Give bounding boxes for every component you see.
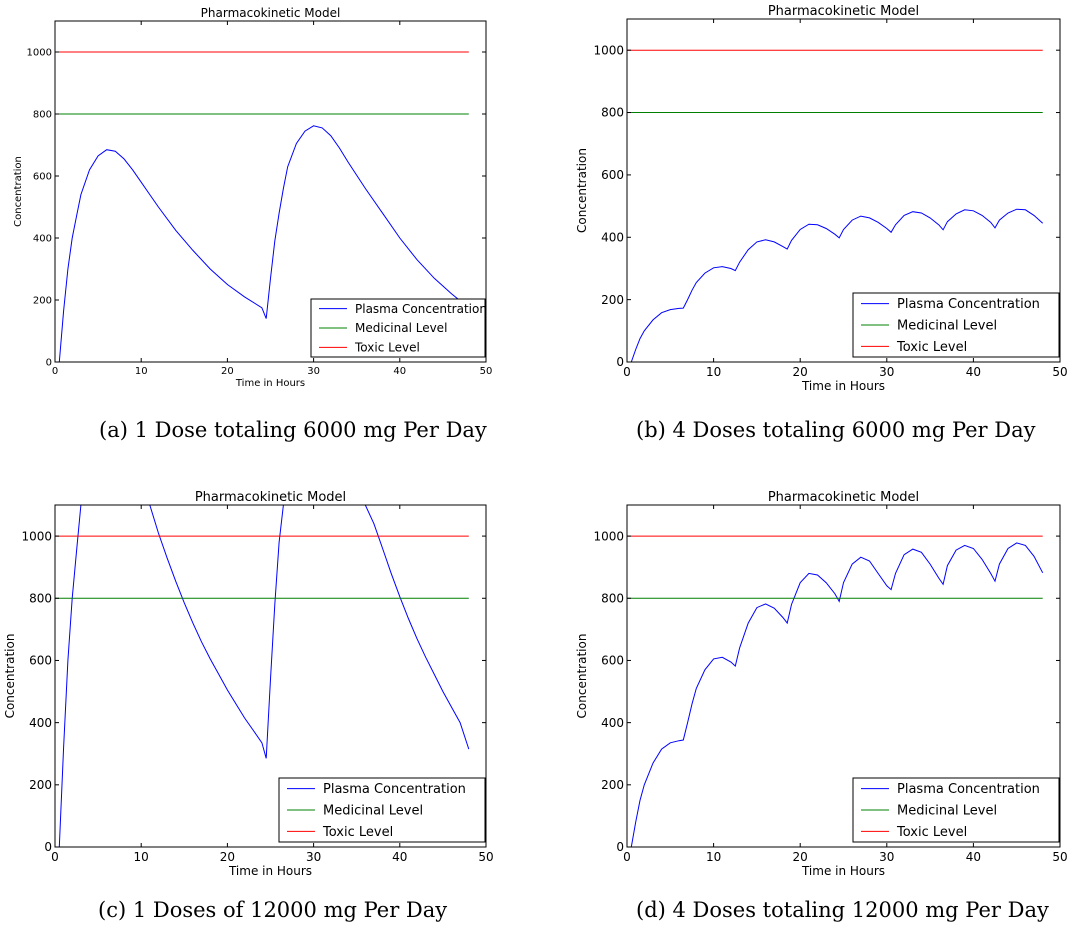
y-tick-label: 400 — [601, 716, 624, 730]
x-axis-label: Time in Hours — [228, 864, 312, 878]
x-tick-label: 50 — [1052, 365, 1067, 379]
x-tick-label: 30 — [879, 850, 894, 864]
y-tick-label: 600 — [29, 654, 52, 668]
series-line-plasma-concentration — [627, 208, 1044, 362]
plot-frame — [54, 20, 487, 363]
legend-entry: Plasma Concentration — [897, 297, 1040, 312]
x-tick-label: 50 — [1052, 850, 1067, 864]
legend-entry: Medicinal Level — [897, 319, 997, 334]
legend-entry: Toxic Level — [322, 825, 393, 840]
x-tick-label: 0 — [52, 366, 58, 377]
chart-title: Pharmacokinetic Model — [195, 490, 346, 505]
x-tick-label: 20 — [220, 850, 235, 864]
y-tick-label: 200 — [601, 778, 624, 792]
x-tick-label: 30 — [306, 850, 321, 864]
chart-title: Pharmacokinetic Model — [768, 4, 919, 19]
y-tick-label: 800 — [33, 110, 52, 121]
caption-a: (a) 1 Dose totaling 6000 mg Per Day — [99, 418, 487, 442]
y-tick-label: 0 — [46, 358, 52, 369]
caption-d: (d) 4 Doses totaling 12000 mg Per Day — [636, 898, 1049, 922]
plot-frame — [626, 18, 1061, 363]
y-tick-label: 400 — [33, 234, 52, 245]
x-tick-label: 10 — [706, 365, 721, 379]
series-line-plasma-concentration — [627, 542, 1044, 847]
y-tick-label: 0 — [616, 840, 624, 854]
x-tick-label: 0 — [623, 850, 631, 864]
x-tick-label: 0 — [623, 365, 631, 379]
y-tick-label: 600 — [601, 168, 624, 182]
legend: Plasma Concentration Medicinal Level Toxic… — [310, 298, 487, 358]
legend-entry: Plasma Concentration — [323, 782, 466, 797]
plot-frame — [54, 504, 487, 848]
caption-c: (c) 1 Doses of 12000 mg Per Day — [98, 898, 448, 922]
y-axis-label: Concentration — [575, 148, 589, 233]
legend-entry: Medicinal Level — [897, 804, 997, 819]
y-tick-label: 200 — [601, 293, 624, 307]
x-tick-label: 10 — [135, 366, 148, 377]
y-tick-label: 1000 — [593, 43, 624, 57]
x-axis-label: Time in Hours — [235, 378, 305, 389]
x-tick-label: 10 — [134, 850, 149, 864]
y-tick-label: 0 — [44, 840, 52, 854]
legend: Plasma Concentration Medicinal Level Toxic… — [278, 777, 486, 843]
x-tick-label: 40 — [392, 850, 407, 864]
legend: Plasma Concentration Medicinal Level Toxic… — [852, 292, 1060, 358]
legend-entry: Plasma Concentration — [355, 302, 487, 316]
series-group — [55, 51, 470, 362]
x-tick-label: 20 — [793, 365, 808, 379]
legend-entry: Medicinal Level — [355, 321, 447, 335]
series-group — [627, 535, 1044, 847]
x-tick-label: 40 — [966, 365, 981, 379]
x-tick-label: 50 — [478, 850, 493, 864]
series-line-plasma-concentration — [55, 505, 470, 847]
y-tick-label: 0 — [616, 355, 624, 369]
y-axis-label: Concentration — [13, 156, 24, 227]
x-axis-label: Time in Hours — [801, 379, 885, 393]
series-line-plasma-concentration — [55, 125, 470, 362]
chart-title: Pharmacokinetic Model — [768, 490, 919, 505]
caption-b: (b) 4 Doses totaling 6000 mg Per Day — [636, 418, 1036, 442]
series-group — [627, 49, 1044, 362]
x-tick-label: 20 — [793, 850, 808, 864]
y-tick-label: 1000 — [21, 529, 52, 543]
y-tick-label: 200 — [33, 296, 52, 307]
y-tick-label: 400 — [601, 230, 624, 244]
y-tick-label: 800 — [601, 591, 624, 605]
legend-entry: Toxic Level — [896, 825, 967, 840]
y-tick-label: 800 — [601, 106, 624, 120]
legend-entry: Medicinal Level — [323, 804, 423, 819]
x-tick-label: 40 — [393, 366, 406, 377]
y-axis-label: Concentration — [3, 634, 17, 719]
legend-entry: Plasma Concentration — [897, 782, 1040, 797]
y-axis-label: Concentration — [575, 634, 589, 719]
x-tick-label: 10 — [706, 850, 721, 864]
y-tick-label: 800 — [29, 591, 52, 605]
x-tick-label: 30 — [307, 366, 320, 377]
plot-frame — [626, 504, 1061, 848]
legend-entry: Toxic Level — [354, 341, 420, 355]
series-group — [55, 505, 470, 847]
x-tick-label: 20 — [221, 366, 234, 377]
x-tick-label: 0 — [51, 850, 59, 864]
x-tick-label: 50 — [480, 366, 493, 377]
chart-title: Pharmacokinetic Model — [201, 6, 341, 20]
y-tick-label: 1000 — [593, 529, 624, 543]
x-tick-label: 30 — [879, 365, 894, 379]
y-tick-label: 400 — [29, 716, 52, 730]
y-tick-label: 1000 — [27, 48, 52, 59]
y-tick-label: 200 — [29, 778, 52, 792]
legend: Plasma Concentration Medicinal Level Toxic… — [852, 777, 1060, 843]
y-tick-label: 600 — [33, 172, 52, 183]
x-tick-label: 40 — [966, 850, 981, 864]
x-axis-label: Time in Hours — [801, 864, 885, 878]
y-tick-label: 600 — [601, 654, 624, 668]
legend-entry: Toxic Level — [896, 340, 967, 355]
